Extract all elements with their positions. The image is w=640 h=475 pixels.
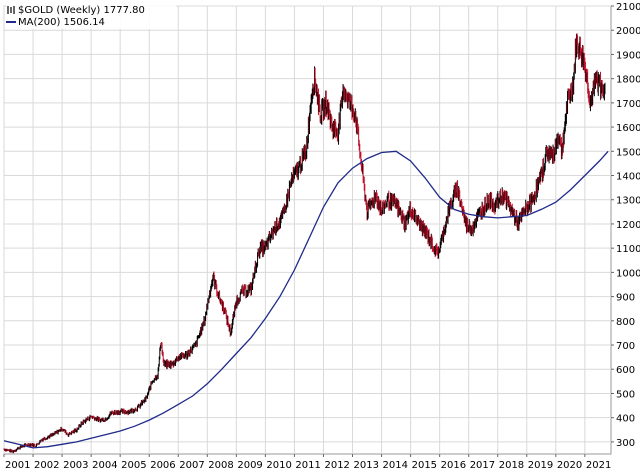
price-series	[3, 33, 606, 454]
y-tick-label: 800	[616, 317, 635, 328]
x-tick-label: 2020	[557, 460, 582, 471]
x-tick-label: 2014	[383, 460, 408, 471]
x-tick-label: 2013	[354, 460, 379, 471]
y-tick-label: 1700	[616, 99, 640, 110]
x-tick-label: 2021	[586, 460, 611, 471]
legend: $GOLD (Weekly) 1777.80 MA(200) 1506.14	[6, 5, 176, 29]
y-tick-label: 1000	[616, 268, 640, 279]
y-tick-label: 700	[616, 341, 635, 352]
y-tick-label: 400	[616, 414, 635, 425]
y-tick-label: 500	[616, 389, 635, 400]
x-tick-label: 2018	[499, 460, 524, 471]
y-tick-label: 1200	[616, 220, 640, 231]
y-tick-label: 1300	[616, 196, 640, 207]
x-tick-label: 2004	[92, 460, 117, 471]
moving-average-series	[3, 150, 609, 449]
y-tick-label: 1500	[616, 147, 640, 158]
ma-line	[3, 150, 609, 449]
y-tick-label: 2000	[616, 26, 640, 37]
y-tick-label: 1600	[616, 123, 640, 134]
y-tick-label: 1400	[616, 172, 640, 183]
y-tick-label: 900	[616, 293, 635, 304]
x-tick-label: 2015	[412, 460, 437, 471]
x-tick-label: 2007	[179, 460, 204, 471]
x-axis-ticks: 2001 2002 2003 2004 2005 2006 2007 2008 2009 2010…	[3, 454, 611, 471]
x-tick-label: 2009	[237, 460, 262, 471]
y-tick-label: 2100	[616, 2, 640, 13]
x-tick-label: 2008	[208, 460, 233, 471]
y-tick-label: 300	[616, 438, 635, 449]
y-tick-label: 1900	[616, 50, 640, 61]
y-tick-label: 1100	[616, 244, 640, 255]
x-tick-label: 2016	[441, 460, 466, 471]
x-tick-label: 2017	[470, 460, 495, 471]
legend-label-ma: MA(200) 1506.14	[18, 17, 105, 28]
x-tick-label: 2005	[121, 460, 146, 471]
x-tick-label: 2001	[5, 460, 30, 471]
plot-area	[3, 5, 612, 455]
legend-label-price: $GOLD (Weekly) 1777.80	[18, 5, 145, 16]
x-tick-label: 2011	[295, 460, 320, 471]
y-tick-label: 600	[616, 365, 635, 376]
x-tick-label: 2003	[63, 460, 88, 471]
y-axis-ticks: 300 400 500 600 700 800 900 1000 1100 1200 1300 140…	[611, 2, 640, 449]
grid-lines	[3, 5, 611, 454]
x-tick-label: 2010	[266, 460, 291, 471]
x-tick-label: 2012	[324, 460, 349, 471]
x-tick-label: 2002	[34, 460, 59, 471]
x-tick-label: 2006	[150, 460, 175, 471]
y-tick-label: 1800	[616, 75, 640, 86]
legend-background	[6, 5, 176, 29]
bar-chart-icon	[7, 6, 15, 14]
x-tick-label: 2019	[528, 460, 553, 471]
